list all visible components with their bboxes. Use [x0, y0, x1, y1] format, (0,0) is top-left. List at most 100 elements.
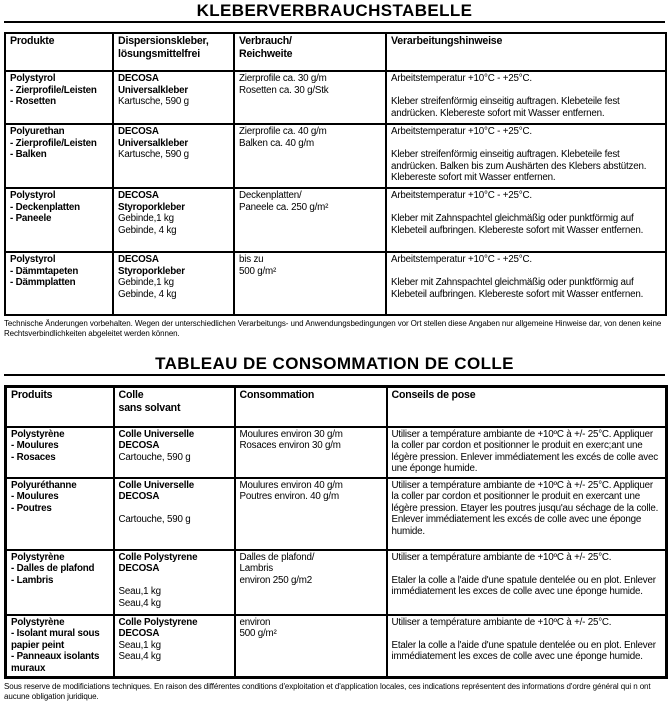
cell-line: Seau,1 kg [118, 639, 162, 651]
cell-line: Utiliser a température ambiante de +10ºC… [391, 616, 612, 628]
cell-line: Arbeitstemperatur +10°C - +25°C. [391, 254, 532, 265]
header-line: lösungsmittelfrei [118, 48, 200, 60]
cell-line: - Deckenplatten [10, 201, 80, 213]
column-header: Dispersionskleber, lösungsmittelfrei [112, 32, 235, 72]
cell-line: - Isolant mural sous [11, 628, 100, 639]
cell-line: Utiliser a température ambiante de +10ºC… [391, 551, 612, 563]
cell-line: Polystyrène [11, 551, 65, 563]
cell-line [391, 85, 661, 97]
table-row: Polyurethan - Zierprofile/Leisten - Balken… [4, 123, 667, 189]
table-row: Polystyrène - Dalles de plafond - Lambris C… [4, 548, 668, 616]
table-row: Polystyrol - Zierprofile/Leisten - Rosette… [4, 70, 667, 125]
cell-line: Styroporkleber [118, 201, 185, 213]
table-cell: DECOSA Styroporkleber Gebinde,1 kg Gebinde,… [112, 187, 235, 253]
column-header: Produkte [4, 32, 114, 72]
cell-line: DECOSA [118, 491, 160, 502]
cell-line: Kartusche, 590 g [118, 149, 189, 160]
header-line: Produits [11, 389, 53, 401]
table-cell: DECOSA Styroporkleber Gebinde,1 kg Gebinde,… [112, 251, 235, 316]
table-cell: Polystyrol - Deckenplatten - Paneele [4, 187, 114, 253]
cell-line: Etaler la colle a l'aide d'une spatule d… [391, 639, 657, 663]
cell-line: Kleber streifenförmig einseitig auftrage… [391, 96, 620, 119]
column-header: Conseils de pose [385, 385, 668, 428]
cell-line: Colle Polystyrene [118, 616, 198, 628]
cell-line: Moulures environ 30 g/m [239, 428, 343, 440]
table-cell: Utiliser a température ambiante de +10ºC… [385, 548, 668, 616]
cell-line: environ [239, 616, 271, 628]
table-cell: Colle Polystyrene DECOSA Seau,1 kg Seau,4 k… [112, 613, 236, 679]
cell-line: Polystyrol [10, 73, 56, 84]
table-cell: Polystyrène - Dalles de plafond - Lambris [4, 548, 115, 616]
table-cell: Moulures environ 40 g/m Poutres environ. … [233, 476, 388, 551]
cell-line: - Zierprofile/Leisten [10, 137, 97, 149]
cell-line: Kartusche, 590 g [118, 96, 189, 107]
cell-line [392, 563, 662, 575]
cell-line: Colle Universelle [118, 428, 195, 440]
header-line: Produkte [10, 35, 55, 47]
cell-line: Poutres environ. 40 g/m [239, 491, 340, 502]
table-cell: Arbeitstemperatur +10°C - +25°C. Kleber m… [385, 251, 667, 316]
table-cell: Polystyrène - Moulures - Rosaces [4, 425, 115, 479]
cell-line: Seau,1 kg [118, 586, 162, 597]
cell-line: DECOSA [118, 628, 160, 639]
table-row: Polystyrène - Moulures - Rosaces Colle Univ… [4, 425, 668, 479]
table-cell: Arbeitstemperatur +10°C - +25°C. Kleber s… [385, 70, 667, 125]
cell-line: Zierprofile ca. 30 g/m [239, 73, 327, 84]
table-cell: Utiliser a température ambiante de +10ºC… [385, 476, 668, 551]
table-cell: Utiliser a température ambiante de +10ºC… [385, 613, 668, 679]
cell-line [391, 138, 661, 150]
table-cell: Colle Universelle DECOSA Cartouche, 590 g [112, 425, 236, 479]
table-cell: DECOSA Universalkleber Kartusche, 590 g [112, 123, 235, 189]
cell-line: Paneele ca. 250 g/m² [239, 201, 329, 213]
cell-line: - Paneele [10, 213, 52, 224]
table-cell: DECOSA Universalkleber Kartusche, 590 g [112, 70, 235, 125]
cell-line: Arbeitstemperatur +10°C - +25°C. [391, 190, 532, 201]
cell-line: Moulures environ 40 g/m [239, 479, 343, 491]
cell-line: Universalkleber [118, 84, 188, 96]
table-cell: Dalles de plafond/Lambris environ 250 g/m… [233, 548, 388, 616]
cell-line [391, 202, 661, 214]
cell-line: - Dämmtapeten [10, 265, 79, 277]
header-line: Colle [118, 389, 144, 401]
cell-line: - Poutres [11, 502, 52, 514]
cell-line: - Rosetten [10, 96, 56, 107]
cell-line: DECOSA [118, 190, 159, 201]
cell-line: - Panneaux isolants [11, 651, 100, 662]
column-header: Consommation [233, 385, 388, 428]
cell-line: Etaler la colle a l'aide d'une spatule d… [391, 574, 657, 598]
table-cell: Polyuréthanne - Moulures - Poutres [4, 476, 115, 551]
cell-line: Cartouche, 590 g [118, 451, 191, 463]
german-table-title: KLEBERVERBRAUCHSTABELLE [196, 1, 473, 20]
kleberverbrauch-table: Produkte Dispersionskleber, lösungsmittelf… [4, 32, 667, 316]
cell-line: DECOSA [118, 126, 159, 137]
cell-line [119, 503, 230, 515]
cell-line: Colle Polystyrene [118, 551, 198, 563]
cell-line: Gebinde, 4 kg [118, 224, 177, 236]
table-cell: environ 500 g/m² [233, 613, 388, 679]
cell-line: Gebinde,1 kg [118, 213, 174, 224]
cell-line: Polyuréthanne [11, 479, 77, 491]
cell-line: DECOSA [118, 254, 159, 265]
cell-line: 500 g/m² [239, 628, 277, 639]
cell-line: Polystyrol [10, 190, 56, 201]
cell-line: Balken ca. 40 g/m [239, 137, 315, 149]
cell-line: Cartouche, 590 g [118, 514, 191, 525]
column-header: Produits [4, 385, 115, 428]
header-line: Conseils de pose [391, 389, 476, 401]
cell-line: - Moulures [11, 440, 59, 451]
cell-line: Utiliser a température ambiante de +10ºC… [391, 479, 659, 537]
cell-line [119, 575, 230, 587]
table-cell: Arbeitstemperatur +10°C - +25°C. Kleber s… [385, 123, 667, 189]
cell-line: DECOSA [118, 73, 159, 84]
cell-line: Styroporkleber [118, 265, 185, 277]
french-table-title: TABLEAU DE CONSOMMATION DE COLLE [155, 354, 514, 373]
table-cell: Moulures environ 30 g/m Rosaces environ 3… [233, 425, 388, 479]
cell-line: DECOSA [118, 440, 160, 451]
cell-line: Polystyrène [11, 428, 65, 440]
header-row: Produkte Dispersionskleber, lösungsmittelf… [4, 32, 667, 72]
cell-line: Polyurethan [10, 126, 65, 137]
header-line: Verarbeitungshinweise [391, 35, 503, 47]
cell-line: Zierprofile ca. 40 g/m [239, 126, 327, 137]
cell-line: papier peint [11, 639, 65, 651]
cell-line: bis zu [239, 254, 264, 265]
